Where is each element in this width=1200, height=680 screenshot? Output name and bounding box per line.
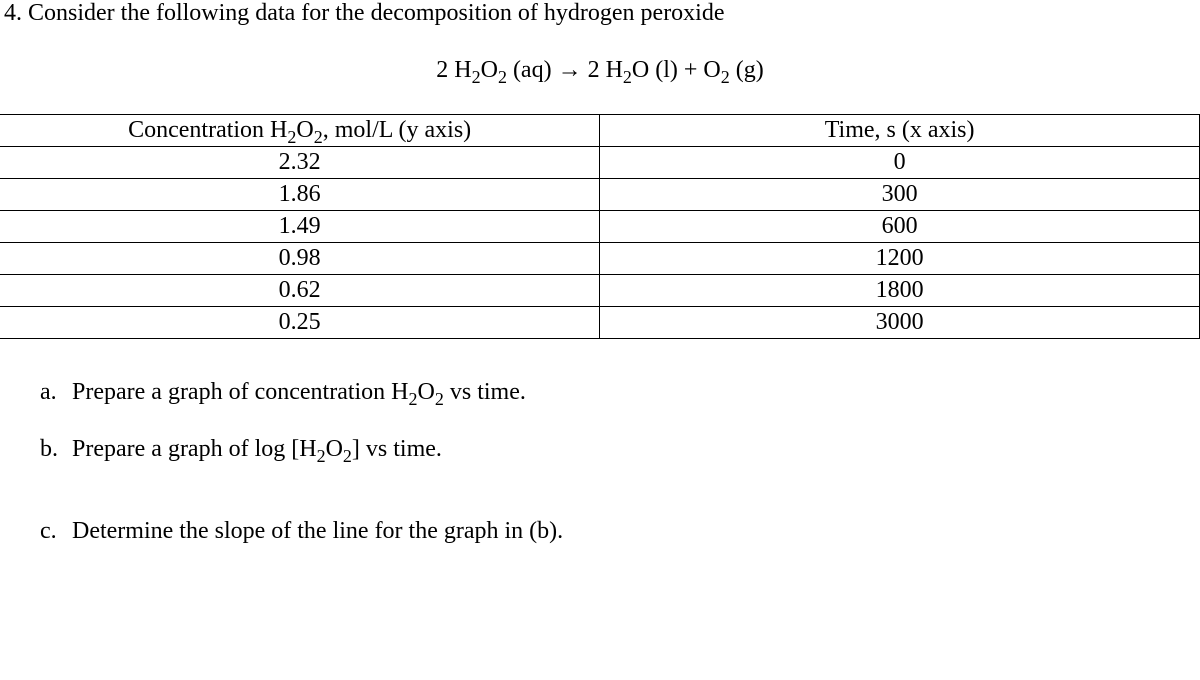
table-row: 0.25 3000: [0, 307, 1200, 339]
sub-question-text: Prepare a graph of concentration H2O2 vs…: [72, 379, 526, 406]
cell-time: 3000: [600, 307, 1200, 339]
cell-concentration: 0.62: [0, 275, 600, 307]
cell-time: 300: [600, 179, 1200, 211]
cell-time: 1200: [600, 243, 1200, 275]
sub-question-letter: a.: [40, 379, 72, 406]
sub-question-letter: b.: [40, 436, 72, 463]
chemical-equation: 2 H2O2 (aq) → 2 H2O (l) + O2 (g): [0, 57, 1200, 84]
table-row: 0.98 1200: [0, 243, 1200, 275]
cell-concentration: 0.98: [0, 243, 600, 275]
column-header-time: Time, s (x axis): [600, 115, 1200, 147]
problem-statement: 4. Consider the following data for the d…: [0, 0, 1200, 27]
cell-time: 1800: [600, 275, 1200, 307]
data-table: Concentration H2O2, mol/L (y axis) Time,…: [0, 114, 1200, 339]
table-row: 1.49 600: [0, 211, 1200, 243]
cell-concentration: 1.49: [0, 211, 600, 243]
cell-concentration: 0.25: [0, 307, 600, 339]
sub-question-letter: c.: [40, 518, 72, 545]
sub-question-c: c. Determine the slope of the line for t…: [40, 518, 1200, 545]
cell-concentration: 1.86: [0, 179, 600, 211]
table-header-row: Concentration H2O2, mol/L (y axis) Time,…: [0, 115, 1200, 147]
sub-question-text: Prepare a graph of log [H2O2] vs time.: [72, 436, 442, 463]
sub-questions: a. Prepare a graph of concentration H2O2…: [0, 379, 1200, 545]
cell-time: 0: [600, 147, 1200, 179]
cell-time: 600: [600, 211, 1200, 243]
sub-question-b: b. Prepare a graph of log [H2O2] vs time…: [40, 436, 1200, 463]
sub-question-a: a. Prepare a graph of concentration H2O2…: [40, 379, 1200, 406]
cell-concentration: 2.32: [0, 147, 600, 179]
table-row: 1.86 300: [0, 179, 1200, 211]
table-row: 0.62 1800: [0, 275, 1200, 307]
column-header-concentration: Concentration H2O2, mol/L (y axis): [0, 115, 600, 147]
sub-question-text: Determine the slope of the line for the …: [72, 518, 563, 545]
table-row: 2.32 0: [0, 147, 1200, 179]
